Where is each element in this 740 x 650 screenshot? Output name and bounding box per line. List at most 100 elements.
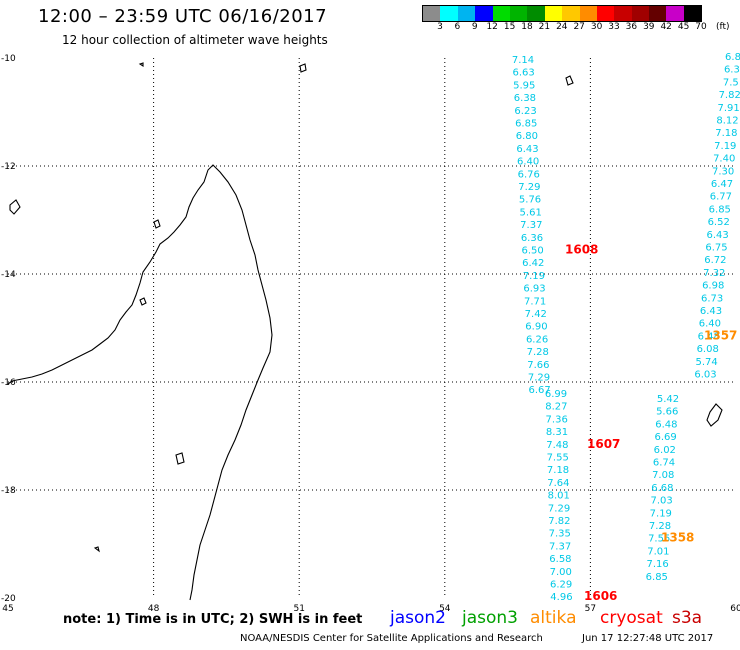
island-coast: [565, 75, 574, 86]
latitude-label: -20: [1, 594, 16, 604]
wave-height-value: 7.19: [523, 271, 545, 282]
longitude-label: 48: [148, 604, 160, 614]
longitude-label: 54: [439, 604, 451, 614]
wave-height-value: 7.03: [650, 496, 672, 507]
scale-swatch: [509, 6, 528, 21]
wave-height-value: 7.5: [723, 77, 739, 88]
wave-height-value: 7.29: [528, 373, 550, 384]
coastline: [7, 62, 723, 601]
wave-height-value: 6.38: [514, 93, 536, 104]
wave-height-value: 7.32: [703, 268, 725, 279]
wave-height-value: 7.35: [549, 529, 571, 540]
color-scale-bar: [422, 5, 703, 22]
island-coast: [153, 219, 161, 229]
madagascar-coast: [7, 164, 273, 601]
wave-height-value: 7.55: [547, 453, 569, 464]
wave-height-value: 6.8: [725, 52, 740, 63]
scale-label: 27: [573, 22, 585, 32]
island-coast: [706, 403, 723, 427]
wave-height-value: 6.03: [694, 370, 716, 381]
track-cryosat: 1606: [584, 589, 617, 603]
scale-swatch: [527, 6, 545, 21]
wave-height-value: 6.42: [522, 258, 544, 269]
scale-swatch: [579, 6, 597, 21]
track-altika: 6.8 6.37.5 7.82 7.91 8.127.18 7.19 7.407.30 6.4…: [694, 52, 740, 381]
wave-height-value: 6.43: [700, 306, 722, 317]
scale-swatch: [631, 6, 650, 21]
wave-height-value: 6.40: [699, 319, 721, 330]
island-coast: [9, 199, 21, 215]
scale-label: 45: [677, 22, 690, 32]
scale-swatch: [475, 6, 493, 21]
wave-height-value: 6.99: [545, 389, 567, 400]
scale-label: 33: [608, 22, 620, 32]
pass-time-label: 1357: [704, 328, 737, 342]
scale-swatch: [683, 6, 702, 21]
wave-height-value: 7.37: [520, 220, 542, 231]
pass-time-label: 1607: [587, 437, 620, 451]
wave-height-value: 6.29: [550, 580, 572, 591]
wave-height-value: 7.71: [524, 296, 546, 307]
wave-height-value: 7.19: [650, 508, 672, 519]
map-grid: [8, 58, 736, 598]
wave-height-value: 5.74: [695, 357, 717, 368]
wave-height-value: 4.96: [550, 592, 572, 603]
scale-label: 9: [471, 22, 478, 32]
wave-height-value: 6.85: [515, 119, 537, 130]
island-coast: [93, 546, 100, 553]
wave-height-value: 7.82: [719, 90, 740, 101]
wave-height-value: 7.36: [546, 414, 568, 425]
wave-height-value: 8.01: [548, 491, 570, 502]
generated-timestamp: Jun 17 12:27:48 UTC 2017: [582, 633, 714, 644]
wave-height-value: 5.61: [520, 207, 542, 218]
scale-label: 15: [503, 22, 516, 32]
scale-label: 6: [454, 22, 461, 32]
wave-height-value: 6.77: [710, 192, 732, 203]
longitude-label: 60: [730, 604, 740, 614]
latitude-label: -12: [1, 162, 16, 172]
scale-swatch: [562, 6, 580, 21]
pass-time-label: 1358: [661, 531, 694, 545]
longitude-label: 57: [585, 604, 596, 614]
wave-height-value: 6.90: [525, 322, 547, 333]
legend-cryosat: cryosat: [600, 608, 663, 628]
scale-label: 18: [521, 22, 533, 32]
wave-height-value: 7.29: [548, 503, 570, 514]
wave-height-value: 6.73: [701, 293, 723, 304]
wave-height-value: 6.75: [705, 243, 727, 254]
island-coast: [175, 452, 185, 465]
pass-time-label: 1608: [565, 243, 598, 257]
longitude-label: 45: [2, 604, 13, 614]
wave-height-value: 7.18: [715, 128, 737, 139]
wave-height-value: 6.98: [702, 281, 724, 292]
wave-height-value: 6.43: [706, 230, 728, 241]
legend-s3a: s3a: [672, 608, 703, 628]
legend-jason3: jason3: [462, 608, 518, 628]
wave-height-value: 7.30: [712, 166, 734, 177]
wave-height-value: 5.76: [519, 195, 541, 206]
wave-height-value: 7.40: [713, 154, 735, 165]
scale-label: 30: [590, 22, 603, 32]
wave-height-value: 6.76: [518, 169, 540, 180]
island-coast: [138, 62, 144, 68]
wave-height-value: 6.50: [521, 246, 543, 257]
legend-jason2: jason2: [390, 608, 446, 628]
wave-height-value: 7.64: [547, 478, 569, 489]
wave-height-value: 6.3: [724, 65, 740, 76]
credit-line: NOAA/NESDIS Center for Satellite Applica…: [240, 633, 543, 644]
latitude-label: -16: [1, 378, 16, 388]
wave-height-value: 7.66: [527, 360, 549, 371]
pass-time-label: 1606: [584, 589, 617, 603]
map-subtitle: 12 hour collection of altimeter wave hei…: [62, 33, 328, 47]
scale-label: 42: [660, 22, 672, 32]
wave-height-value: 7.28: [527, 347, 549, 358]
scale-swatch: [649, 6, 667, 21]
scale-swatch: [423, 6, 441, 21]
scale-label: 36: [625, 22, 638, 32]
wave-height-value: 6.48: [698, 331, 720, 342]
scale-swatch: [666, 6, 684, 21]
scale-swatch: [492, 6, 510, 21]
scale-swatch: [596, 6, 615, 21]
wave-height-value: 8.27: [545, 402, 567, 413]
